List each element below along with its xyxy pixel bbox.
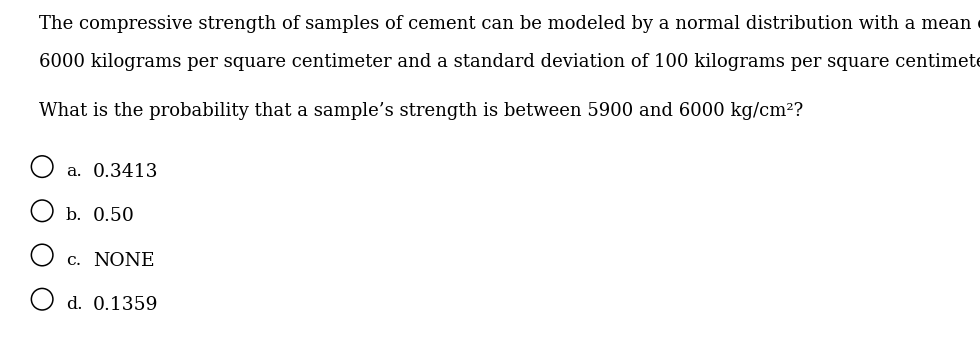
Text: NONE: NONE: [93, 252, 155, 270]
Text: b.: b.: [66, 207, 82, 224]
Text: 0.50: 0.50: [93, 207, 135, 225]
Text: 6000 kilograms per square centimeter and a standard deviation of 100 kilograms p: 6000 kilograms per square centimeter and…: [39, 53, 980, 71]
Text: c.: c.: [66, 252, 81, 269]
Text: 0.3413: 0.3413: [93, 163, 159, 181]
Text: The compressive strength of samples of cement can be modeled by a normal distrib: The compressive strength of samples of c…: [39, 15, 980, 33]
Text: What is the probability that a sample’s strength is between 5900 and 6000 kg/cm²: What is the probability that a sample’s …: [39, 102, 804, 120]
Text: a.: a.: [66, 163, 81, 180]
Text: d.: d.: [66, 296, 82, 313]
Text: 0.1359: 0.1359: [93, 296, 159, 314]
